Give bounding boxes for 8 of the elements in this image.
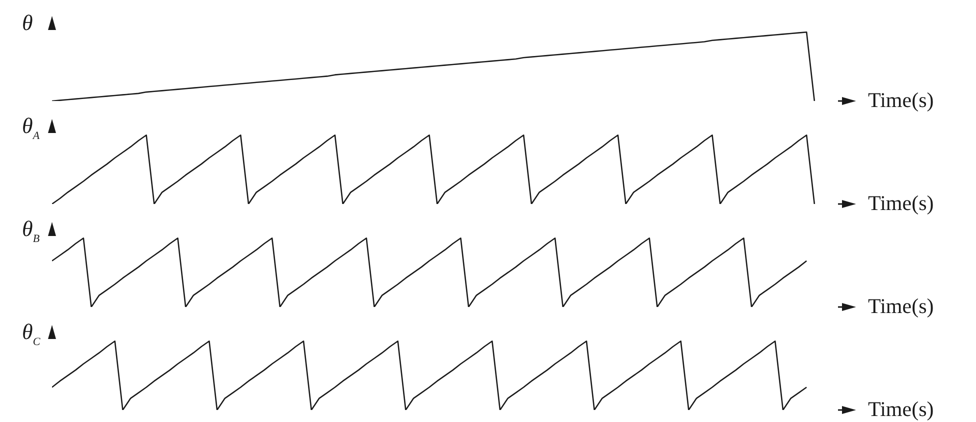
x-axis-title: Time(s)	[867, 396, 935, 422]
x-axis-title: Time(s)	[867, 293, 935, 319]
y-axis-title: θ	[22, 10, 33, 35]
y-axis-title: θ$_{A}$	[22, 113, 40, 142]
x-axis-title: Time(s)	[867, 190, 935, 216]
y-axis-title: θ$_{B}$	[22, 216, 40, 245]
x-axis-title: Time(s)	[867, 87, 935, 113]
y-axis-title: θ$_{C}$	[22, 319, 41, 348]
